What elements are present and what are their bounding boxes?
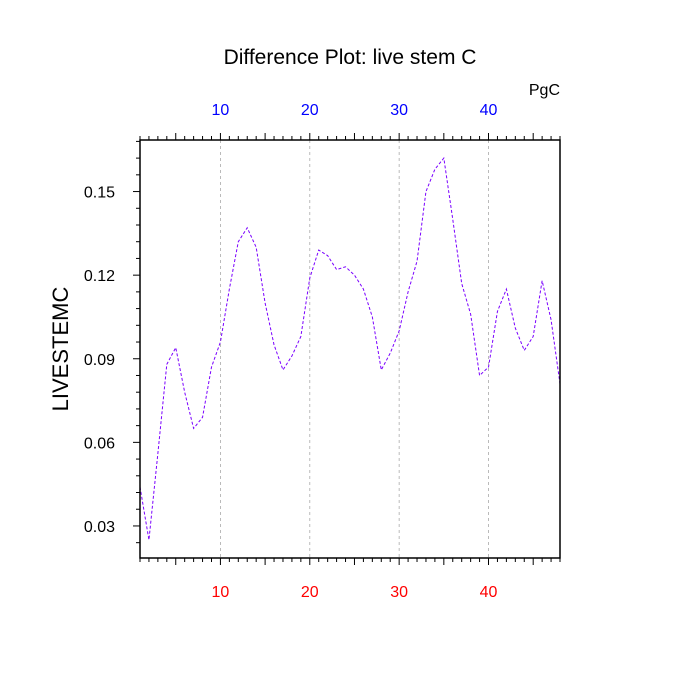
x-tick-label-top: 20 [301, 102, 319, 119]
y-tick-label: 0.09 [84, 352, 115, 369]
chart-title: Difference Plot: live stem C [224, 46, 477, 69]
x-tick-label-top: 40 [480, 102, 498, 119]
units-label: PgC [529, 82, 560, 99]
x-tick-label-bottom: 10 [212, 584, 230, 601]
y-axis-label: LIVESTEMC [48, 287, 73, 412]
x-tick-label-top: 10 [212, 102, 230, 119]
series-line [139, 156, 561, 540]
y-tick-label: 0.12 [84, 268, 115, 285]
x-tick-label-bottom: 20 [301, 584, 319, 601]
x-tick-label-bottom: 40 [480, 584, 498, 601]
tick-labels: 10 10 20 20 30 30 40 40 0.03 0.06 0.09 0.12 0.15 [84, 102, 498, 601]
x-tick-label-top: 30 [390, 102, 408, 119]
y-tick-label: 0.03 [84, 519, 115, 536]
x-tick-label-bottom: 30 [390, 584, 408, 601]
y-tick-label: 0.15 [84, 185, 115, 202]
grid-lines [220, 140, 489, 558]
y-tick-label: 0.06 [84, 435, 115, 452]
axis-ticks [133, 133, 561, 565]
plot-frame [139, 139, 561, 559]
